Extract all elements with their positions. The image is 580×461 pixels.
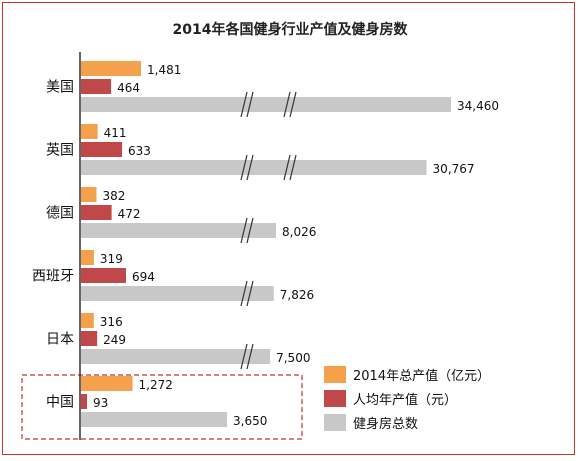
- category-group-cat-4: 日本 316 249 7,500: [46, 313, 310, 370]
- category-group-cat-2: 德国 382 472 8,026: [46, 187, 316, 244]
- axis-break-mark: [240, 217, 254, 244]
- data-label: 93: [93, 396, 108, 410]
- data-label: 3,650: [233, 414, 267, 428]
- data-label: 382: [102, 189, 125, 203]
- data-label: 30,767: [433, 162, 475, 176]
- data-label: 694: [132, 270, 155, 284]
- data-label: 1,481: [147, 63, 181, 77]
- bar-series-0: [81, 61, 141, 76]
- bar-series-1: [81, 394, 88, 409]
- axis-break-mark: [240, 280, 254, 307]
- legend-swatch: [324, 390, 346, 407]
- data-label: 7,826: [280, 288, 314, 302]
- bar-series-0: [81, 124, 98, 139]
- bar-series-0: [81, 187, 97, 202]
- bar-series-1: [81, 331, 98, 346]
- data-label: 633: [128, 144, 151, 158]
- bar-series-0: [81, 250, 94, 265]
- legend-swatch: [324, 414, 346, 431]
- bar-series-1: [81, 268, 126, 283]
- data-label: 319: [100, 252, 123, 266]
- bar-series-2: [81, 223, 276, 238]
- bar-series-2: [81, 286, 274, 301]
- bar-series-0: [81, 313, 94, 328]
- legend: 2014年总产值（亿元） 人均年产值（元） 健身房总数: [324, 366, 490, 432]
- bar-series-1: [81, 142, 123, 157]
- data-label: 7,500: [276, 351, 310, 365]
- legend-swatch: [324, 366, 346, 383]
- category-label: 美国: [46, 80, 74, 96]
- axis-break-mark: [283, 91, 297, 118]
- category-group-cat-3: 西班牙 319 694 7,826: [32, 250, 314, 307]
- category-label: 德国: [46, 206, 74, 222]
- bar-series-1: [81, 79, 112, 94]
- axis-break-mark: [240, 91, 254, 118]
- data-label: 472: [118, 207, 141, 221]
- data-label: 464: [117, 81, 140, 95]
- axis-break-mark: [240, 343, 254, 370]
- highlight-box: [21, 374, 303, 440]
- data-label: 411: [104, 126, 127, 140]
- bar-series-2: [81, 412, 227, 427]
- bar-series-1: [81, 205, 112, 220]
- category-label: 英国: [46, 142, 74, 159]
- legend-label: 2014年总产值（亿元）: [353, 368, 490, 384]
- bar-series-2: [81, 160, 427, 175]
- data-label: 34,460: [457, 99, 499, 113]
- legend-label: 健身房总数: [353, 416, 418, 432]
- data-label: 8,026: [282, 225, 316, 239]
- bar-series-2: [81, 349, 271, 364]
- chart-title: 2014年各国健身行业产值及健身房数: [173, 21, 409, 38]
- data-label: 316: [100, 315, 123, 329]
- category-label: 中国: [46, 395, 74, 411]
- bar-series-2: [81, 97, 451, 112]
- legend-label: 人均年产值（元）: [353, 392, 457, 408]
- category-group-cat-5: 中国 1,272 93 3,650: [46, 376, 267, 428]
- axis-break-mark: [283, 154, 297, 181]
- category-label: 日本: [46, 332, 74, 348]
- bar-series-0: [81, 376, 133, 391]
- data-label: 1,272: [139, 378, 173, 392]
- category-label: 西班牙: [32, 269, 74, 285]
- data-label: 249: [103, 333, 126, 347]
- axis-break-mark: [240, 154, 254, 181]
- category-group-cat-0: 美国 1,481 464 34,460: [46, 61, 499, 118]
